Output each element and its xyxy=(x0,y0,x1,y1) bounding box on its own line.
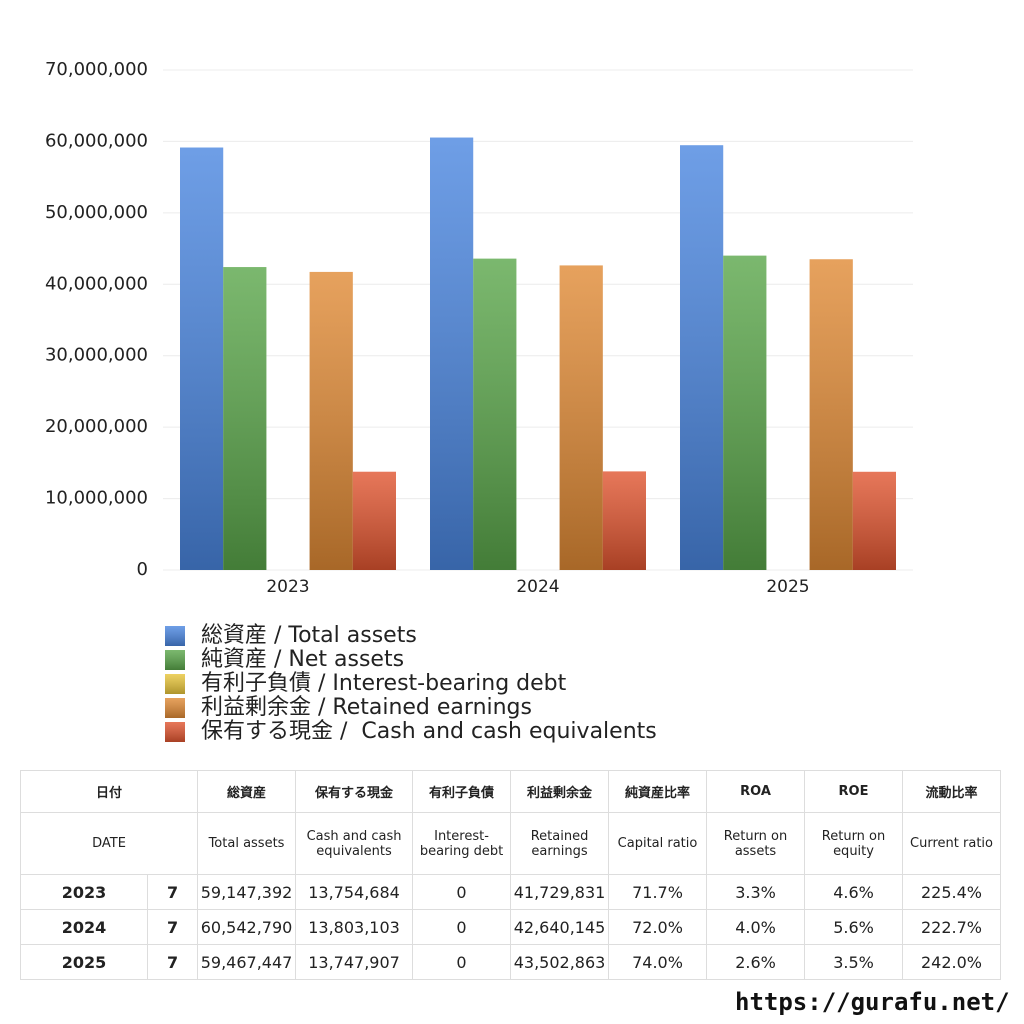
data-table: 日付 総資産 保有する現金 有利子負債 利益剰余金 純資産比率 ROA ROE 流動比率 DATE… xyxy=(19,770,1002,980)
header-cell: Capital ratio xyxy=(608,812,708,875)
y-tick-label: 0 xyxy=(137,559,148,580)
bar-shade xyxy=(180,147,224,571)
table-cell: 7 xyxy=(146,944,199,980)
legend-label: 有利子負債 / Interest-bearing debt xyxy=(201,671,567,696)
header-cell: DATE xyxy=(19,812,199,875)
data-row: 2023 7 59,147,392 13,754,684 0 41,729,831 71.7… xyxy=(20,874,1002,910)
table-cell: 3.3% xyxy=(706,874,806,910)
table-cell: 13,747,907 xyxy=(295,944,414,980)
table-cell: 59,467,447 xyxy=(197,944,297,980)
header-cell: ROE xyxy=(804,770,904,813)
x-tick-label: 2023 xyxy=(266,577,309,597)
table-cell: 225.4% xyxy=(902,874,1002,910)
table-cell: 71.7% xyxy=(608,874,708,910)
table-cell: 0 xyxy=(412,909,512,945)
bar-shade xyxy=(473,258,517,570)
y-tick-label: 10,000,000 xyxy=(45,488,148,509)
header-cell: ROA xyxy=(706,770,806,813)
table-cell: 2025 xyxy=(20,944,148,980)
header-cell: Current ratio xyxy=(902,812,1002,875)
header-row: 日付 総資産 保有する現金 有利子負債 利益剰余金 純資産比率 ROA ROE 流動比率 xyxy=(19,770,1002,813)
legend-swatch-shade xyxy=(165,650,185,670)
table-cell: 7 xyxy=(146,874,199,910)
header-cell: 純資産比率 xyxy=(608,770,708,813)
legend-swatch-shade xyxy=(165,698,185,718)
table-cell: 13,803,103 xyxy=(295,909,414,945)
y-tick-label: 50,000,000 xyxy=(45,202,148,223)
header-cell: Interest-bearing debt xyxy=(412,812,512,875)
legend-swatch-shade xyxy=(165,626,185,646)
table-cell: 41,729,831 xyxy=(510,874,610,910)
bar-shade xyxy=(559,265,603,570)
header-cell: 利益剰余金 xyxy=(510,770,610,813)
table-cell: 7 xyxy=(146,909,199,945)
data-row: 2025 7 59,467,447 13,747,907 0 43,502,863 74.0… xyxy=(20,944,1002,980)
bar-shade xyxy=(602,471,646,570)
header-row: DATE Total assets Cash and cash equivalent… xyxy=(19,812,1002,875)
header-cell: 日付 xyxy=(19,770,199,813)
header-cell: Return on equity xyxy=(804,812,904,875)
table-cell: 3.5% xyxy=(804,944,904,980)
bar-shade xyxy=(723,255,767,570)
x-tick-label: 2025 xyxy=(766,577,809,597)
table-cell: 242.0% xyxy=(902,944,1002,980)
y-tick-label: 70,000,000 xyxy=(45,59,148,80)
legend-label: 保有する現金 / Cash and cash equivalents xyxy=(201,719,657,744)
y-tick-label: 60,000,000 xyxy=(45,130,148,151)
table-cell: 0 xyxy=(412,944,512,980)
table-cell: 0 xyxy=(412,874,512,910)
y-tick-label: 20,000,000 xyxy=(45,416,148,437)
bar-shade xyxy=(430,137,474,570)
legend-swatch-shade xyxy=(165,722,185,742)
table-cell: 2023 xyxy=(20,874,148,910)
header-cell: 保有する現金 xyxy=(295,770,414,813)
legend-label: 純資産 / Net assets xyxy=(201,647,404,672)
legend-label: 利益剰余金 / Retained earnings xyxy=(201,695,532,720)
table-cell: 72.0% xyxy=(608,909,708,945)
header-cell: Retained earnings xyxy=(510,812,610,875)
table-cell: 2.6% xyxy=(706,944,806,980)
y-tick-label: 30,000,000 xyxy=(45,345,148,366)
table-cell: 43,502,863 xyxy=(510,944,610,980)
table-cell: 13,754,684 xyxy=(295,874,414,910)
header-cell: 有利子負債 xyxy=(412,770,512,813)
chart: 0 10,000,000 20,000,000 30,000,000 40,000,00… xyxy=(45,59,913,744)
bar-shade xyxy=(852,471,896,570)
bar-shade xyxy=(809,259,853,570)
bar-shade xyxy=(680,145,724,570)
table-cell: 222.7% xyxy=(902,909,1002,945)
header-cell: Return on assets xyxy=(706,812,806,875)
table-cell: 2024 xyxy=(20,909,148,945)
bar-shade xyxy=(223,267,267,570)
table-cell: 42,640,145 xyxy=(510,909,610,945)
header-cell: 総資産 xyxy=(197,770,297,813)
header-cell: 流動比率 xyxy=(902,770,1002,813)
x-tick-label: 2024 xyxy=(516,577,559,597)
legend-label: 総資産 / Total assets xyxy=(201,623,417,648)
table-cell: 74.0% xyxy=(608,944,708,980)
data-row: 2024 7 60,542,790 13,803,103 0 42,640,145 72.0… xyxy=(20,909,1002,945)
site-url: https://gurafu.net/ xyxy=(735,988,1010,1016)
bar-shade xyxy=(352,471,396,570)
table-cell: 4.6% xyxy=(804,874,904,910)
bar-shade xyxy=(309,271,353,570)
table-cell: 60,542,790 xyxy=(197,909,297,945)
y-tick-label: 40,000,000 xyxy=(45,273,148,294)
header-cell: Total assets xyxy=(197,812,297,875)
table-cell: 5.6% xyxy=(804,909,904,945)
table-cell: 59,147,392 xyxy=(197,874,297,910)
table-cell: 4.0% xyxy=(706,909,806,945)
header-cell: Cash and cash equivalents xyxy=(295,812,414,875)
legend-swatch-shade xyxy=(165,674,185,694)
